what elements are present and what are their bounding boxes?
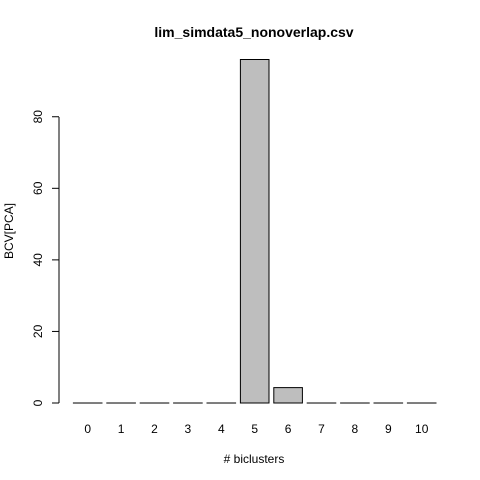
x-axis: 0 1 2 3 4 5 6 7 8 9 10	[84, 422, 428, 436]
x-tick-label: 10	[415, 422, 429, 436]
x-tick-label: 6	[285, 422, 292, 436]
x-tick-label: 2	[151, 422, 158, 436]
bar	[273, 387, 303, 404]
x-tick-label: 7	[318, 422, 325, 436]
y-tick-label: 20	[31, 324, 45, 338]
y-tick-label: 60	[31, 181, 45, 195]
chart-title: lim_simdata5_nonoverlap.csv	[154, 24, 353, 40]
x-tick-label: 8	[352, 422, 359, 436]
x-tick-label: 5	[251, 422, 258, 436]
x-tick-label: 9	[385, 422, 392, 436]
bar	[239, 59, 270, 404]
y-tick-label: 0	[31, 399, 45, 406]
y-axis: 0 20 40 60 80	[31, 110, 59, 406]
y-axis-label: BCV[PCA]	[2, 203, 16, 259]
x-tick-label: 1	[118, 422, 125, 436]
x-axis-label: # biclusters	[224, 452, 285, 466]
bars	[72, 59, 437, 404]
x-tick-label: 4	[218, 422, 225, 436]
x-tick-label: 3	[185, 422, 192, 436]
x-tick-label: 0	[84, 422, 91, 436]
y-tick-label: 80	[31, 110, 45, 124]
y-tick-label: 40	[31, 253, 45, 267]
